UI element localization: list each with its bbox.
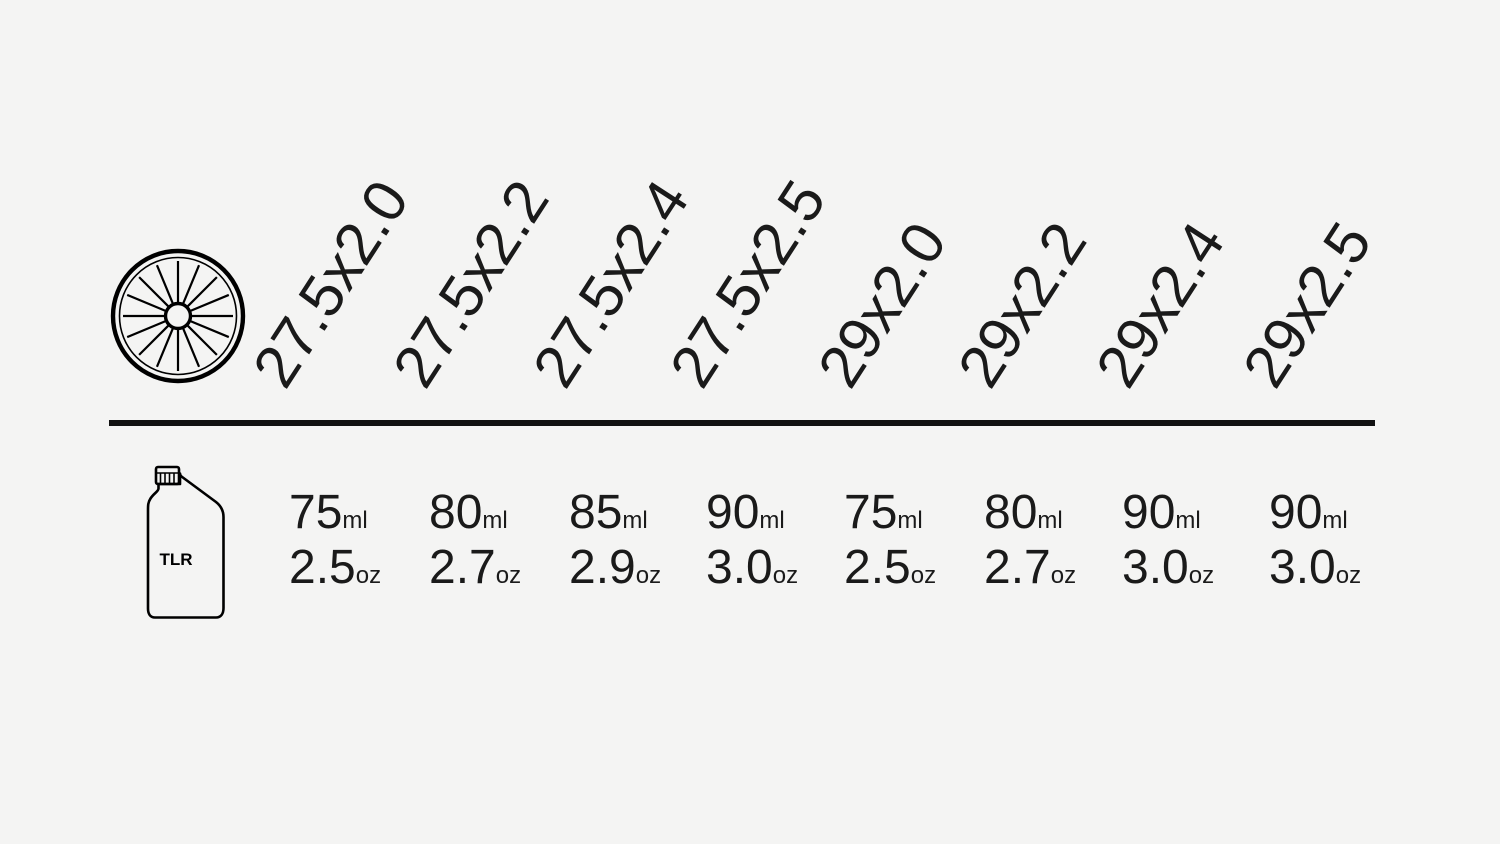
svg-text:TLR: TLR — [159, 550, 192, 569]
